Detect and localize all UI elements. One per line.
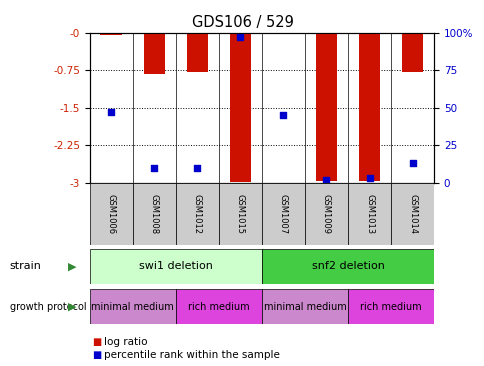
Text: strain: strain: [10, 261, 42, 271]
Point: [365, 176, 373, 182]
Text: GSM1015: GSM1015: [235, 194, 244, 234]
Bar: [143, 33, 165, 74]
Point: [107, 109, 115, 115]
Text: minimal medium: minimal medium: [263, 302, 346, 311]
Bar: [90, 249, 261, 284]
Bar: [133, 183, 175, 245]
Bar: [175, 183, 218, 245]
Point: [279, 113, 287, 119]
Bar: [90, 289, 175, 324]
Text: ■: ■: [92, 350, 101, 360]
Bar: [347, 289, 433, 324]
Text: minimal medium: minimal medium: [91, 302, 174, 311]
Point: [408, 161, 416, 167]
Text: GSM1009: GSM1009: [321, 194, 330, 234]
Point: [150, 165, 158, 171]
Bar: [100, 33, 122, 36]
Text: snf2 deletion: snf2 deletion: [311, 261, 384, 271]
Text: swi1 deletion: swi1 deletion: [138, 261, 212, 271]
Text: log ratio: log ratio: [104, 337, 148, 347]
Bar: [90, 183, 133, 245]
Bar: [401, 33, 423, 72]
Bar: [358, 33, 379, 182]
Bar: [315, 33, 336, 182]
Text: GSM1006: GSM1006: [106, 194, 116, 234]
Bar: [229, 33, 251, 182]
Bar: [304, 183, 347, 245]
Bar: [175, 289, 261, 324]
Text: GSM1007: GSM1007: [278, 194, 287, 234]
Text: ▶: ▶: [68, 261, 76, 271]
Text: growth protocol: growth protocol: [10, 302, 86, 311]
Text: GSM1008: GSM1008: [150, 194, 158, 234]
Bar: [390, 183, 433, 245]
Bar: [261, 183, 304, 245]
Point: [193, 165, 201, 171]
Text: percentile rank within the sample: percentile rank within the sample: [104, 350, 280, 360]
Text: GSM1012: GSM1012: [193, 194, 201, 234]
Bar: [261, 289, 347, 324]
Text: rich medium: rich medium: [360, 302, 421, 311]
Text: GDS106 / 529: GDS106 / 529: [191, 15, 293, 30]
Bar: [347, 183, 390, 245]
Bar: [186, 33, 208, 72]
Text: rich medium: rich medium: [188, 302, 249, 311]
Bar: [218, 183, 261, 245]
Text: GSM1013: GSM1013: [364, 194, 373, 234]
Text: ▶: ▶: [68, 302, 76, 311]
Point: [322, 177, 330, 183]
Point: [236, 34, 244, 40]
Bar: [261, 249, 433, 284]
Text: ■: ■: [92, 337, 101, 347]
Bar: [272, 33, 294, 34]
Text: GSM1014: GSM1014: [407, 194, 416, 234]
